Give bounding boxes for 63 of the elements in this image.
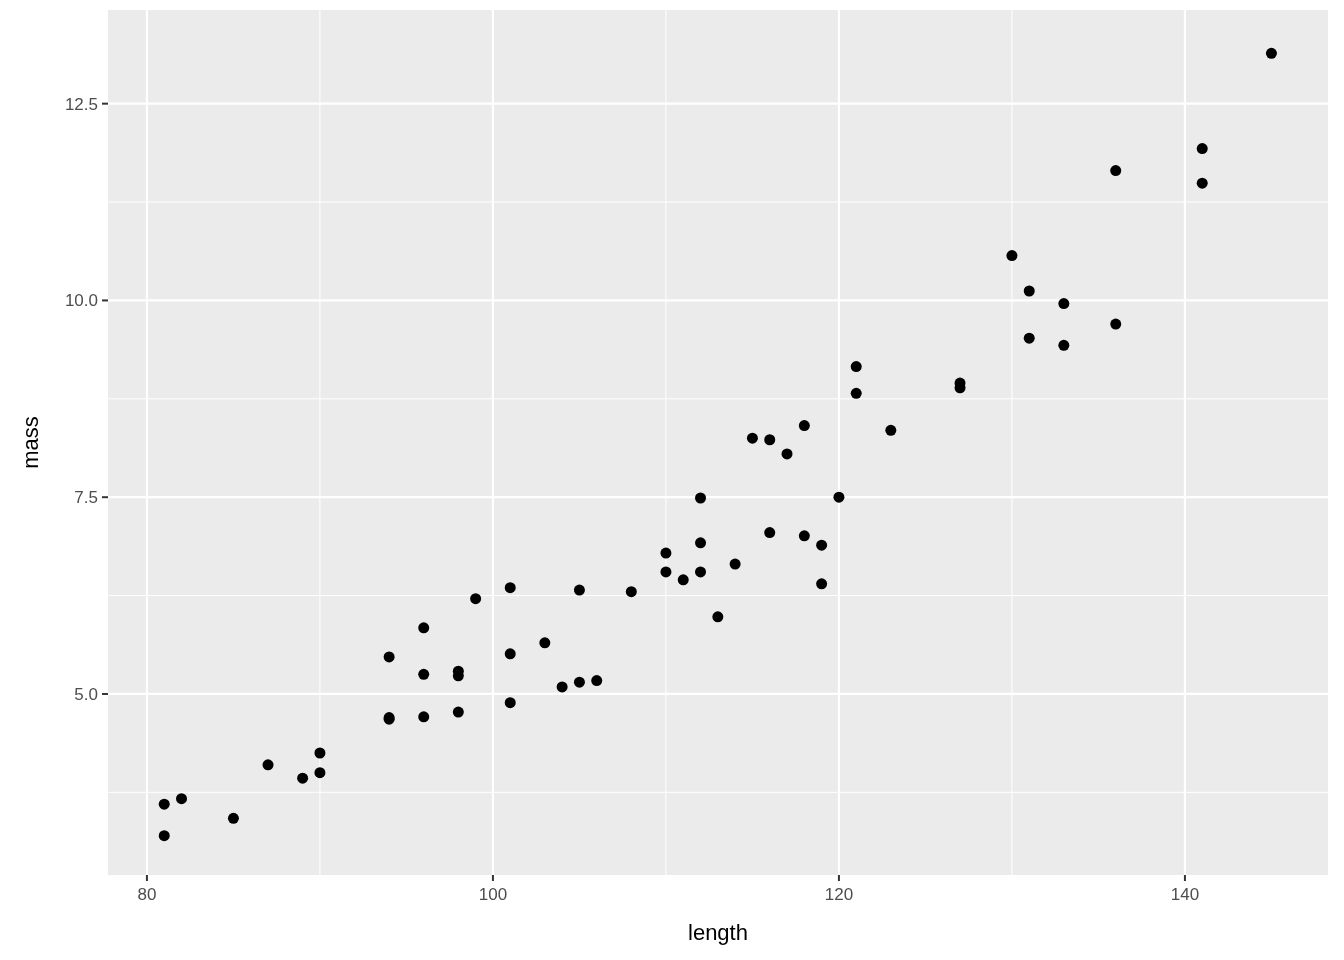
point: [158, 798, 170, 810]
y-tick-label: 7.5: [74, 488, 98, 508]
point: [677, 574, 689, 586]
point: [695, 492, 707, 504]
point: [1110, 318, 1122, 330]
point: [1110, 165, 1122, 177]
y-tick-label: 12.5: [64, 94, 98, 114]
y-tick-label: 10.0: [64, 291, 98, 311]
point: [418, 622, 430, 634]
point: [314, 747, 326, 759]
point: [1196, 143, 1208, 155]
point: [227, 812, 239, 824]
point: [297, 772, 309, 784]
point: [746, 432, 758, 444]
point: [1058, 298, 1070, 310]
point: [539, 637, 551, 649]
point: [1006, 250, 1018, 262]
x-tick-label: 100: [478, 885, 508, 904]
point: [504, 648, 516, 660]
point: [660, 566, 672, 578]
point: [1023, 285, 1035, 297]
x-tick-label: 80: [137, 885, 157, 904]
point: [504, 582, 516, 594]
point: [695, 537, 707, 549]
point: [1058, 339, 1070, 351]
point: [885, 424, 897, 436]
point: [470, 593, 482, 605]
point: [764, 527, 776, 539]
point: [158, 830, 170, 842]
point: [729, 558, 741, 570]
point: [1265, 47, 1277, 59]
point: [383, 651, 395, 663]
point: [314, 767, 326, 779]
point: [764, 434, 776, 446]
point: [176, 793, 188, 805]
point: [695, 566, 707, 578]
point: [816, 539, 828, 551]
x-tick-label: 140: [1170, 885, 1200, 904]
point: [573, 584, 585, 596]
point: [850, 387, 862, 399]
point: [418, 668, 430, 680]
point: [1023, 332, 1035, 344]
point: [1196, 177, 1208, 189]
point: [798, 530, 810, 542]
point: [781, 448, 793, 460]
point: [816, 578, 828, 590]
point: [504, 697, 516, 709]
point: [798, 420, 810, 432]
point: [660, 547, 672, 559]
point: [712, 611, 724, 623]
point: [591, 675, 603, 687]
point: [573, 676, 585, 688]
point: [556, 681, 568, 693]
point: [850, 361, 862, 373]
point: [452, 706, 464, 718]
x-axis-title: length: [688, 920, 748, 945]
point: [833, 491, 845, 503]
point: [625, 586, 637, 598]
point: [418, 711, 430, 723]
x-tick-label: 120: [824, 885, 854, 904]
y-tick-label: 5.0: [74, 684, 98, 704]
y-axis-title: mass: [18, 416, 43, 469]
point: [262, 759, 274, 771]
